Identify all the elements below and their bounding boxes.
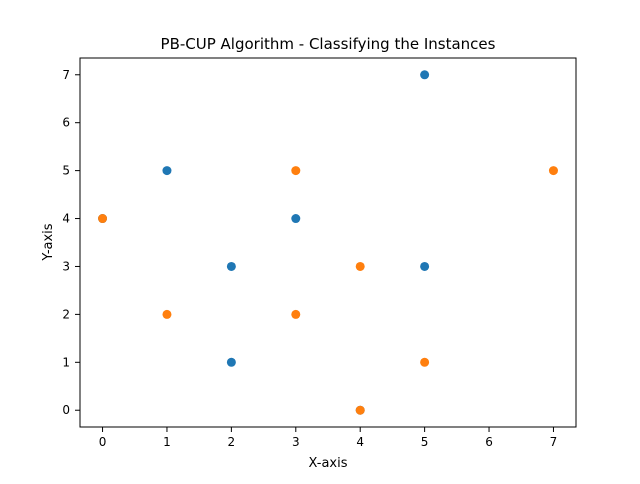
- scatter-point-s2-8: [548, 166, 558, 176]
- scatter-point-s2-5: [355, 261, 365, 271]
- y-axis-ticks: 0 1 2 3 4 5 6 7: [62, 68, 80, 417]
- scatter-point-s1-4: [226, 357, 236, 367]
- x-tick-label-3: 2: [228, 435, 236, 449]
- scatter-point-s1-3: [226, 261, 236, 271]
- chart-title: PB-CUP Algorithm - Classifying the Insta…: [161, 35, 496, 53]
- scatter-point-s2-3: [291, 166, 301, 176]
- x-tick-label-8: 7: [550, 435, 558, 449]
- y-axis-label: Y-axis: [41, 223, 56, 261]
- scatter-point-s1-7: [420, 70, 430, 80]
- scatter-point-s1-8: [420, 261, 430, 271]
- y-tick-label-6: 5: [62, 164, 70, 178]
- scatter-point-s2-6: [355, 405, 365, 415]
- x-tick-label-5: 4: [356, 435, 364, 449]
- y-tick-label-7: 6: [62, 116, 70, 130]
- scatter-point-s1-2: [162, 166, 172, 176]
- data-points-layer: [98, 70, 558, 415]
- y-tick-label-4: 3: [62, 259, 70, 273]
- scatter-point-s2-4: [291, 309, 301, 319]
- x-tick-label-2: 1: [163, 435, 171, 449]
- x-tick-label-7: 6: [485, 435, 493, 449]
- x-axis-ticks: 0 1 2 3 4 5 6 7: [99, 427, 558, 449]
- scatter-point-s1-5: [291, 214, 301, 224]
- y-tick-label-1: 0: [62, 403, 70, 417]
- x-tick-label-4: 3: [292, 435, 300, 449]
- plot-area-frame: [79, 57, 577, 428]
- scatter-point-s2-1: [98, 214, 108, 224]
- scatter-point-s2-7: [420, 357, 430, 367]
- y-tick-label-2: 1: [62, 355, 70, 369]
- x-tick-label-1: 0: [99, 435, 107, 449]
- x-tick-label-6: 5: [421, 435, 429, 449]
- scatter-point-s2-2: [162, 309, 172, 319]
- y-tick-label-3: 2: [62, 307, 70, 321]
- x-axis-label: X-axis: [309, 456, 348, 471]
- y-tick-label-5: 4: [62, 212, 70, 226]
- y-tick-label-8: 7: [62, 68, 70, 82]
